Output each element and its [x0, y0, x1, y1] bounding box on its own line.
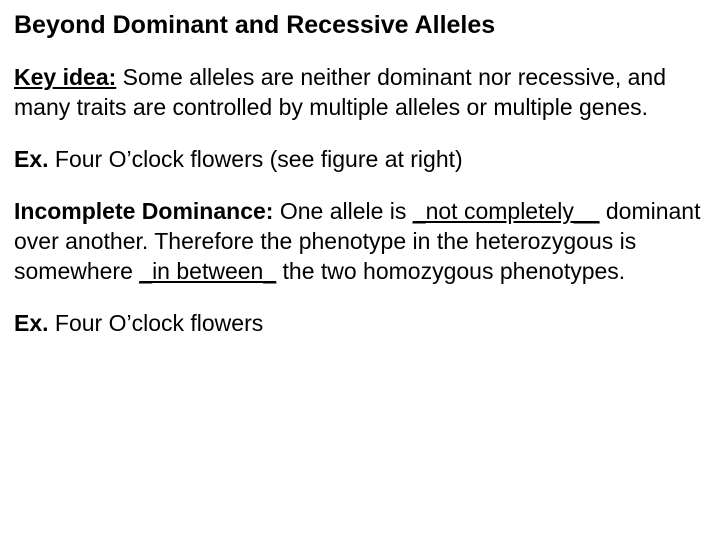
incomplete-pre1: One allele is — [273, 198, 412, 224]
example-2-text: Four O’clock flowers — [49, 310, 264, 336]
example-2-label: Ex. — [14, 310, 49, 336]
example-1: Ex. Four O’clock flowers (see figure at … — [14, 145, 706, 175]
blank-in-between: _in between_ — [139, 258, 276, 284]
slide-page: Beyond Dominant and Recessive Alleles Ke… — [0, 0, 720, 370]
blank-not-completely: _not completely__ — [413, 198, 600, 224]
incomplete-dominance-label: Incomplete Dominance: — [14, 198, 273, 224]
example-2: Ex. Four O’clock flowers — [14, 309, 706, 339]
slide-title: Beyond Dominant and Recessive Alleles — [14, 10, 706, 41]
example-1-label: Ex. — [14, 146, 49, 172]
incomplete-post2: the two homozygous phenotypes. — [276, 258, 625, 284]
key-idea-paragraph: Key idea: Some alleles are neither domin… — [14, 63, 706, 123]
example-1-text: Four O’clock flowers (see figure at righ… — [49, 146, 463, 172]
incomplete-dominance-paragraph: Incomplete Dominance: One allele is _not… — [14, 197, 706, 287]
key-idea-label: Key idea: — [14, 64, 116, 90]
